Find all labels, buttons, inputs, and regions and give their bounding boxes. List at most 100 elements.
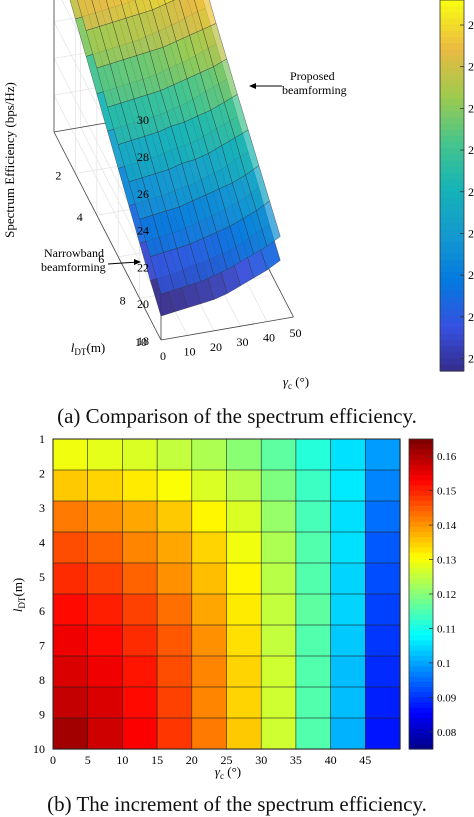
- colorbar-a-segment: [440, 98, 464, 106]
- heatmap-y-tick-label: 8: [39, 673, 45, 687]
- colorbar-a-segment: [440, 321, 464, 329]
- heatmap-cell: [226, 469, 262, 502]
- heatmap-cell: [87, 500, 123, 533]
- z-tick-label: 26: [137, 187, 149, 201]
- colorbar-a-segment: [440, 340, 464, 347]
- heatmap-cell: [330, 562, 366, 595]
- z-tick-label: 28: [137, 150, 149, 164]
- colorbar-b-segment: [409, 687, 433, 693]
- colorbar-a-segment: [440, 55, 464, 63]
- heatmap-cell: [191, 717, 228, 750]
- colorbar-b-segment: [409, 464, 433, 471]
- heatmap-cell: [122, 469, 158, 502]
- colorbar-b-tick-label: 0.08: [437, 727, 457, 739]
- heatmap-cell: [330, 655, 366, 688]
- colorbar-a-segment: [440, 210, 464, 218]
- colorbar-b-segment: [409, 470, 433, 476]
- x-axis-label: γc (°): [283, 374, 309, 391]
- annotation-proposed-line1: Proposed: [290, 69, 335, 83]
- colorbar-a-segment: [440, 129, 464, 137]
- heatmap-cell: [122, 593, 158, 626]
- colorbar-b-segment: [409, 552, 433, 559]
- heatmap-cell: [260, 686, 297, 719]
- annotation-proposed-arrowhead: [249, 83, 256, 89]
- heatmap-cell: [295, 531, 332, 564]
- colorbar-b-tick-label: 0.13: [437, 555, 457, 567]
- heatmap-cell: [260, 717, 297, 750]
- heatmap-frame: [52, 438, 401, 750]
- y-axis-label: lDT(m): [71, 340, 106, 357]
- colorbar-a-segment: [440, 290, 464, 298]
- heatmap-cell: [364, 655, 401, 688]
- heatmap-cell: [226, 686, 262, 719]
- colorbar-a-segment: [440, 197, 464, 205]
- colorbar-b-segment: [409, 676, 433, 683]
- colorbar-b-segment: [409, 656, 433, 662]
- colorbar-b-segment: [409, 459, 433, 466]
- colorbar-b-segment: [409, 501, 433, 507]
- heatmap-cell: [364, 531, 401, 564]
- colorbar-b-segment: [409, 583, 433, 590]
- heatmap-cell: [52, 624, 89, 657]
- heatmap-cell: [260, 438, 297, 471]
- heatmap-cell: [330, 717, 366, 750]
- colorbar-a-segment: [440, 247, 464, 255]
- z-tick-label: 20: [137, 297, 149, 311]
- colorbar-b-segment: [409, 681, 433, 688]
- colorbar-b-segment: [409, 547, 433, 554]
- colorbar-a-tick-label: 21: [468, 310, 474, 324]
- heatmap-cell: [52, 500, 89, 533]
- colorbar-b-segment: [409, 588, 433, 595]
- colorbar-a-segment: [440, 185, 464, 193]
- colorbar-a-tick-label: 23: [468, 226, 474, 240]
- colorbar-a-segment: [440, 358, 464, 366]
- colorbar-b-segment: [409, 495, 433, 502]
- colorbar-a-segment: [440, 179, 464, 187]
- colorbar-a-segment: [440, 61, 464, 69]
- colorbar-b-segment: [409, 697, 433, 704]
- z-tick-label: 30: [137, 113, 149, 127]
- colorbar-a-segment: [440, 204, 464, 211]
- colorbar-b-segment: [409, 635, 433, 642]
- colorbar-a-segment: [440, 117, 464, 125]
- heatmap-cell: [226, 655, 262, 688]
- colorbar-a-segment: [440, 0, 464, 7]
- colorbar-a-segment: [440, 86, 464, 94]
- heatmap-x-tick-label: 30: [255, 753, 267, 767]
- colorbar-a-segment: [440, 241, 464, 248]
- heatmap-cell: [122, 655, 158, 688]
- colorbar-b-segment: [409, 444, 433, 450]
- heatmap-cell: [52, 717, 89, 750]
- colorbar-a-frame: [439, 0, 465, 372]
- colorbar-a-tick-label: 25: [468, 143, 474, 157]
- heatmap-cell: [87, 562, 123, 595]
- heatmap-cell: [364, 438, 401, 471]
- colorbar-a-segment: [440, 191, 464, 199]
- heatmap-x-tick-label: 45: [359, 753, 371, 767]
- annotation-narrowband-line1: Narrowband: [44, 246, 104, 260]
- colorbar-a-segment: [440, 315, 464, 323]
- heatmap-cell: [226, 593, 262, 626]
- colorbar-b-segment: [409, 707, 433, 714]
- colorbar-a-segment: [440, 18, 464, 26]
- heatmap-cell: [156, 562, 193, 595]
- colorbar-b-segment: [409, 692, 433, 698]
- colorbar-b-segment: [409, 661, 433, 667]
- colorbar-b-segment: [409, 573, 433, 580]
- heatmap-cell: [156, 438, 193, 471]
- colorbar-a-tick-label: 28: [468, 18, 474, 32]
- heatmap-cells: [52, 438, 401, 750]
- colorbar-b-segment: [409, 594, 433, 600]
- heatmap-cell: [226, 562, 262, 595]
- colorbar-b-segment: [409, 526, 433, 533]
- colorbar-a-segment: [440, 259, 464, 267]
- heatmap-cell: [260, 531, 297, 564]
- heatmap-cell: [52, 469, 89, 502]
- heatmap-cell: [191, 469, 228, 502]
- heatmap-cell: [87, 717, 123, 750]
- caption-b: (b) The increment of the spectrum effici…: [47, 792, 427, 816]
- x-tick-label: 30: [237, 335, 249, 349]
- x-tick-label: 10: [184, 344, 196, 358]
- z-axis-label: Spectrum Efficiency (bps/Hz): [2, 82, 17, 238]
- colorbar-b-segment: [409, 630, 433, 636]
